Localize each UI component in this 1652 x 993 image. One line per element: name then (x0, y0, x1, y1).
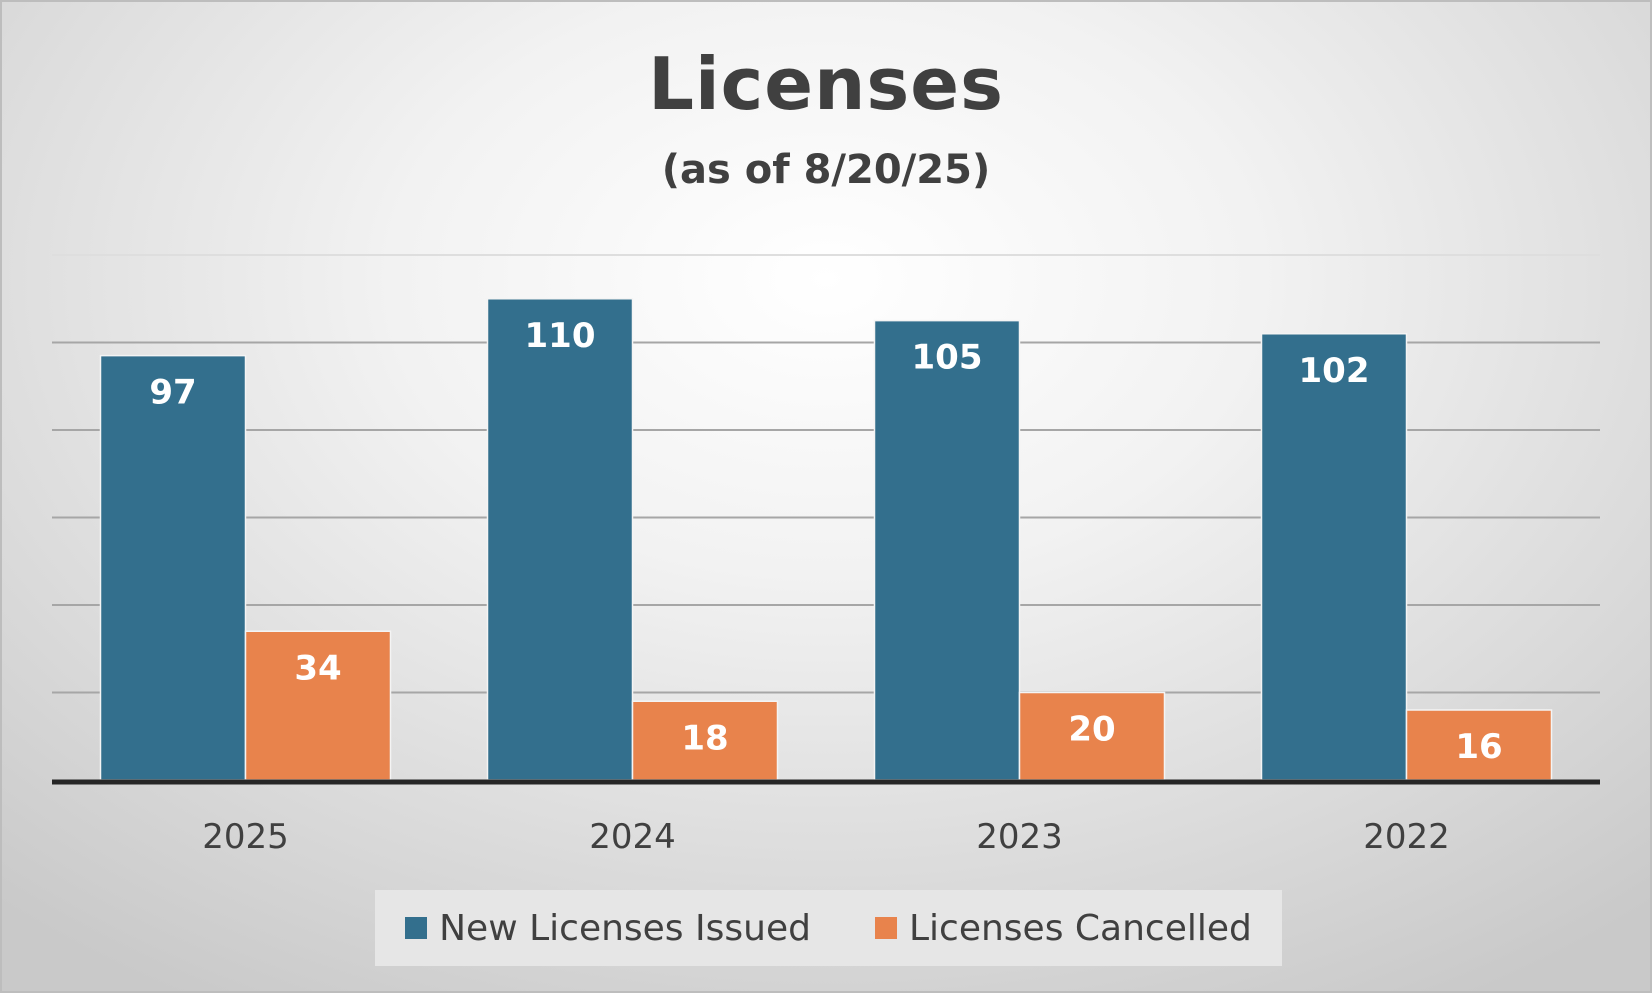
data-label-licenses-cancelled-2022: 16 (1455, 727, 1502, 767)
x-axis: 2025 2024 2023 2022 (52, 779, 1600, 857)
bar-new-licenses-2023 (873, 319, 1021, 781)
bar-new-licenses-2025 (99, 354, 247, 781)
chart-subtitle: (as of 8/20/25) (661, 147, 991, 193)
legend: New Licenses Issued Licenses Cancelled (375, 890, 1282, 966)
legend-swatch-new-licenses (405, 917, 428, 939)
bar-new-licenses-2024 (486, 298, 634, 781)
data-label-licenses-cancelled-2024: 18 (681, 718, 728, 758)
bar-new-licenses-2022 (1260, 333, 1408, 781)
data-label-licenses-cancelled-2025: 34 (294, 648, 341, 688)
legend-item-licenses-cancelled: Licenses Cancelled (874, 907, 1252, 949)
chart-title: Licenses (648, 42, 1004, 126)
data-label-licenses-cancelled-2023: 20 (1068, 710, 1115, 750)
data-label-new-licenses-2022: 102 (1299, 351, 1370, 391)
x-tick-label-2023: 2023 (976, 817, 1063, 857)
legend-label-new-licenses: New Licenses Issued (439, 907, 811, 949)
legend-item-new-licenses: New Licenses Issued (405, 908, 811, 949)
data-labels: 97 34 110 18 105 20 102 16 (149, 316, 1502, 767)
legend-label-licenses-cancelled: Licenses Cancelled (908, 907, 1252, 949)
data-label-new-licenses-2025: 97 (149, 373, 196, 413)
bars (99, 298, 1553, 781)
bar-licenses-cancelled-2024 (631, 700, 779, 781)
x-tick-label-2025: 2025 (202, 817, 289, 857)
data-label-new-licenses-2023: 105 (912, 338, 983, 378)
data-label-new-licenses-2024: 110 (525, 316, 596, 356)
x-tick-label-2022: 2022 (1363, 817, 1450, 857)
bar-licenses-cancelled-2022 (1405, 709, 1553, 781)
x-tick-label-2024: 2024 (589, 817, 676, 857)
legend-swatch-licenses-cancelled (874, 917, 897, 939)
bar-licenses-cancelled-2025 (244, 630, 392, 781)
